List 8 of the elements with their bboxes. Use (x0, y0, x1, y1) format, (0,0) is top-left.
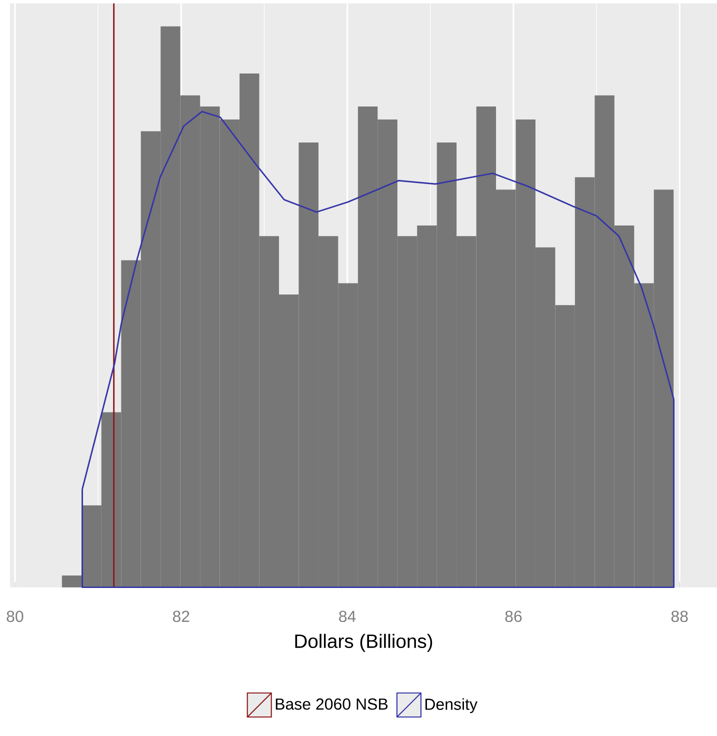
x-tick-label: 82 (172, 610, 190, 622)
x-axis-title: Dollars (Billions) (295, 634, 432, 652)
x-tick-label: 84 (339, 610, 356, 622)
legend-label: Base 2060 NSB (276, 698, 388, 710)
x-tick-label: 80 (6, 610, 24, 622)
legend-label: Density (425, 698, 478, 714)
x-tick-label: 88 (671, 610, 688, 622)
x-tick-label: 86 (505, 610, 522, 622)
